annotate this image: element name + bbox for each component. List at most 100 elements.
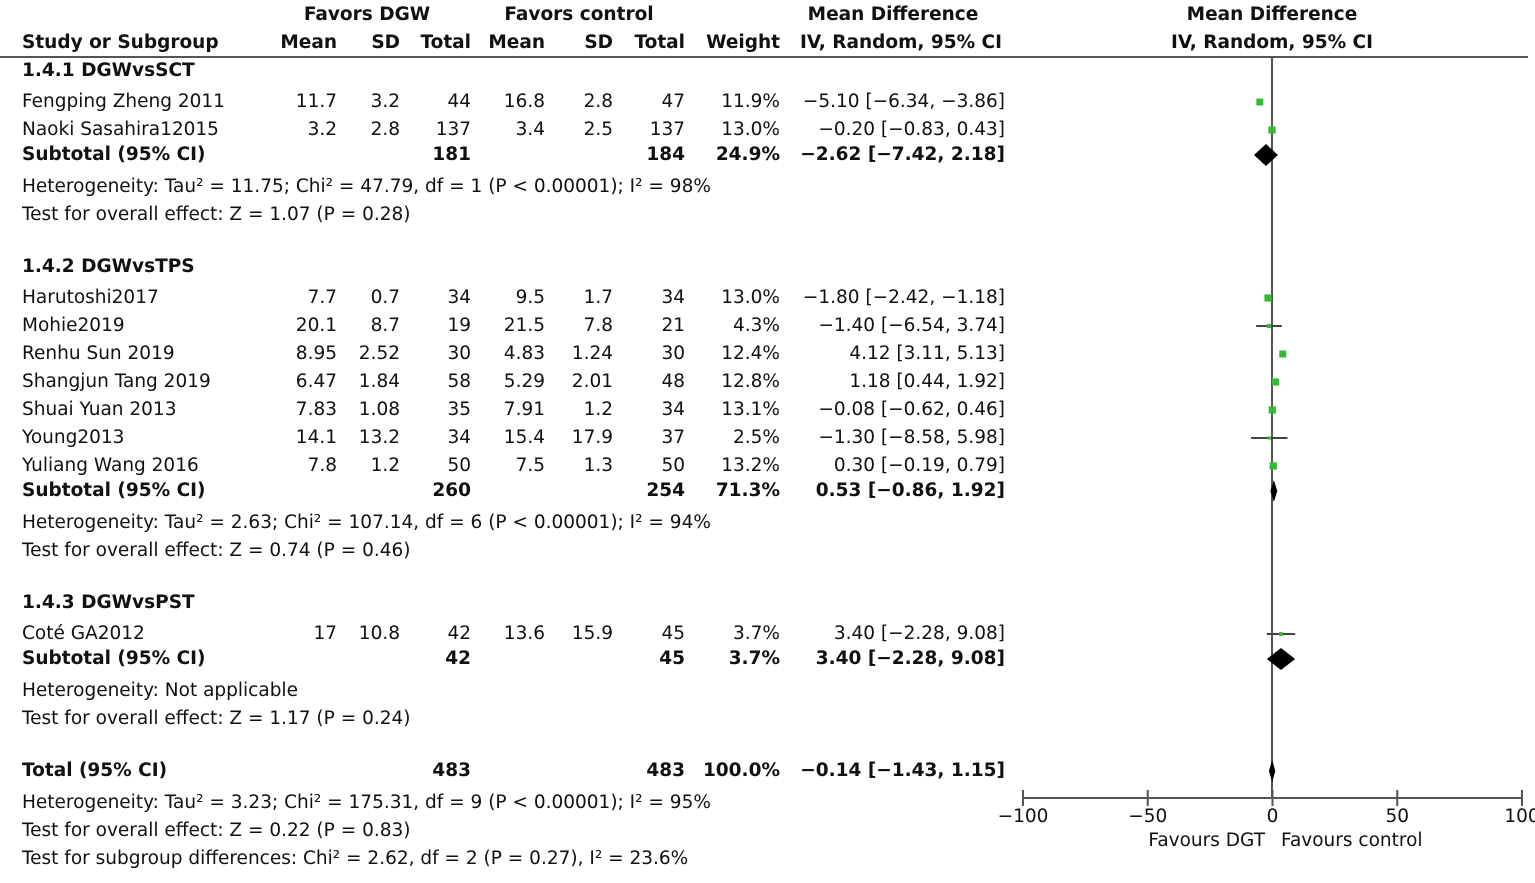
data-cell: 1.7 — [584, 287, 613, 308]
weight-cell: 13.2% — [721, 455, 780, 476]
data-cell: 11.7 — [296, 91, 337, 112]
data-cell: 21 — [661, 315, 685, 336]
data-cell: 50 — [661, 455, 685, 476]
data-cell: 7.8 — [584, 315, 613, 336]
data-cell: 9.5 — [516, 287, 545, 308]
data-cell: 1.08 — [359, 399, 400, 420]
total-cell: 184 — [646, 144, 685, 165]
data-cell: 19 — [447, 315, 471, 336]
weight-cell: 4.3% — [733, 315, 780, 336]
data-cell: 14.1 — [296, 427, 337, 448]
column-header: IV, Random, 95% CI — [800, 32, 1002, 53]
weight-cell: 24.9% — [716, 144, 780, 165]
total-cell: 254 — [646, 480, 685, 501]
data-cell: 2.52 — [359, 343, 400, 364]
weight-cell: 71.3% — [716, 480, 780, 501]
data-cell: 4.83 — [504, 343, 545, 364]
md-cell: −0.14 [−1.43, 1.15] — [800, 760, 1005, 781]
data-cell: 8.7 — [371, 315, 400, 336]
study-name: Shangjun Tang 2019 — [22, 371, 211, 392]
data-cell: 17 — [313, 623, 337, 644]
data-cell: 8.95 — [296, 343, 337, 364]
data-cell: 7.8 — [308, 455, 337, 476]
data-cell: 15.9 — [572, 623, 613, 644]
total-cell: 483 — [646, 760, 685, 781]
heterogeneity: Heterogeneity: Tau² = 2.63; Chi² = 107.1… — [22, 512, 711, 533]
data-cell: 34 — [661, 399, 685, 420]
x-tick-label: −50 — [1128, 806, 1167, 827]
md-cell: 1.18 [0.44, 1.92] — [849, 371, 1005, 392]
data-cell: 20.1 — [296, 315, 337, 336]
data-cell: 37 — [661, 427, 685, 448]
md-cell: 0.53 [−0.86, 1.92] — [816, 480, 1005, 501]
total-cell: 181 — [432, 144, 471, 165]
subtotal-label: Subtotal (95% CI) — [22, 648, 206, 669]
group-title: 1.4.2 DGWvsTPS — [22, 256, 195, 277]
md-cell: −1.40 [−6.54, 3.74] — [818, 315, 1005, 336]
subtotal-label: Subtotal (95% CI) — [22, 144, 206, 165]
data-cell: 6.47 — [296, 371, 337, 392]
subgroup-differences: Test for subgroup differences: Chi² = 2.… — [21, 848, 688, 869]
data-cell: 137 — [436, 119, 471, 140]
group-header: Favors DGW — [304, 4, 430, 25]
overall-effect: Test for overall effect: Z = 0.74 (P = 0… — [21, 540, 410, 561]
data-cell: 137 — [650, 119, 685, 140]
column-header: Study or Subgroup — [22, 32, 219, 53]
weight-cell: 2.5% — [733, 427, 780, 448]
overall-effect: Test for overall effect: Z = 1.17 (P = 0… — [21, 708, 410, 729]
data-cell: 13.6 — [504, 623, 545, 644]
data-cell: 48 — [661, 371, 685, 392]
md-cell: 0.30 [−0.19, 0.79] — [834, 455, 1005, 476]
x-tick-label: −100 — [998, 806, 1049, 827]
data-cell: 47 — [661, 91, 685, 112]
column-header: Mean — [488, 32, 545, 53]
data-cell: 3.4 — [516, 119, 545, 140]
heterogeneity: Heterogeneity: Tau² = 11.75; Chi² = 47.7… — [22, 176, 711, 197]
data-cell: 3.2 — [308, 119, 337, 140]
summary-diamond — [1266, 648, 1296, 670]
summary-diamond — [1268, 760, 1276, 782]
study-name: Young2013 — [21, 427, 124, 448]
data-cell: 7.7 — [308, 287, 337, 308]
data-cell: 44 — [447, 91, 471, 112]
study-square — [1267, 436, 1271, 440]
x-label-left: Favours DGT — [1148, 830, 1265, 851]
x-tick-label: 50 — [1385, 806, 1409, 827]
data-cell: 30 — [447, 343, 471, 364]
group-header: Mean Difference — [808, 4, 979, 25]
data-cell: 34 — [661, 287, 685, 308]
subtotal-label: Total (95% CI) — [22, 760, 167, 781]
data-cell: 7.5 — [516, 455, 545, 476]
md-cell: 3.40 [−2.28, 9.08] — [816, 648, 1005, 669]
heterogeneity: Heterogeneity: Tau² = 3.23; Chi² = 175.3… — [22, 792, 711, 813]
md-cell: −1.80 [−2.42, −1.18] — [803, 287, 1005, 308]
md-cell: −2.62 [−7.42, 2.18] — [800, 144, 1005, 165]
data-cell: 5.29 — [504, 371, 545, 392]
study-name: Coté GA2012 — [22, 623, 145, 644]
md-cell: −0.20 [−0.83, 0.43] — [818, 119, 1005, 140]
data-cell: 34 — [447, 427, 471, 448]
study-name: Fengping Zheng 2011 — [22, 91, 225, 112]
study-name: Yuliang Wang 2016 — [21, 455, 199, 476]
study-name: Mohie2019 — [22, 315, 125, 336]
group-header: Favors control — [504, 4, 653, 25]
study-square — [1271, 378, 1280, 386]
weight-cell: 3.7% — [733, 623, 780, 644]
data-cell: 1.2 — [371, 455, 400, 476]
data-cell: 30 — [661, 343, 685, 364]
group-title: 1.4.1 DGWvsSCT — [22, 60, 195, 81]
data-cell: 2.8 — [584, 91, 613, 112]
data-cell: 15.4 — [504, 427, 545, 448]
summary-diamond — [1270, 480, 1278, 502]
data-cell: 13.2 — [359, 427, 400, 448]
data-cell: 3.2 — [371, 91, 400, 112]
column-header: Mean — [280, 32, 337, 53]
study-square — [1266, 323, 1272, 329]
data-cell: 45 — [661, 623, 685, 644]
data-cell: 35 — [447, 399, 471, 420]
md-cell: 4.12 [3.11, 5.13] — [849, 343, 1005, 364]
summary-diamond — [1253, 144, 1278, 166]
data-cell: 2.8 — [371, 119, 400, 140]
study-name: Renhu Sun 2019 — [22, 343, 175, 364]
heterogeneity: Heterogeneity: Not applicable — [22, 680, 298, 701]
